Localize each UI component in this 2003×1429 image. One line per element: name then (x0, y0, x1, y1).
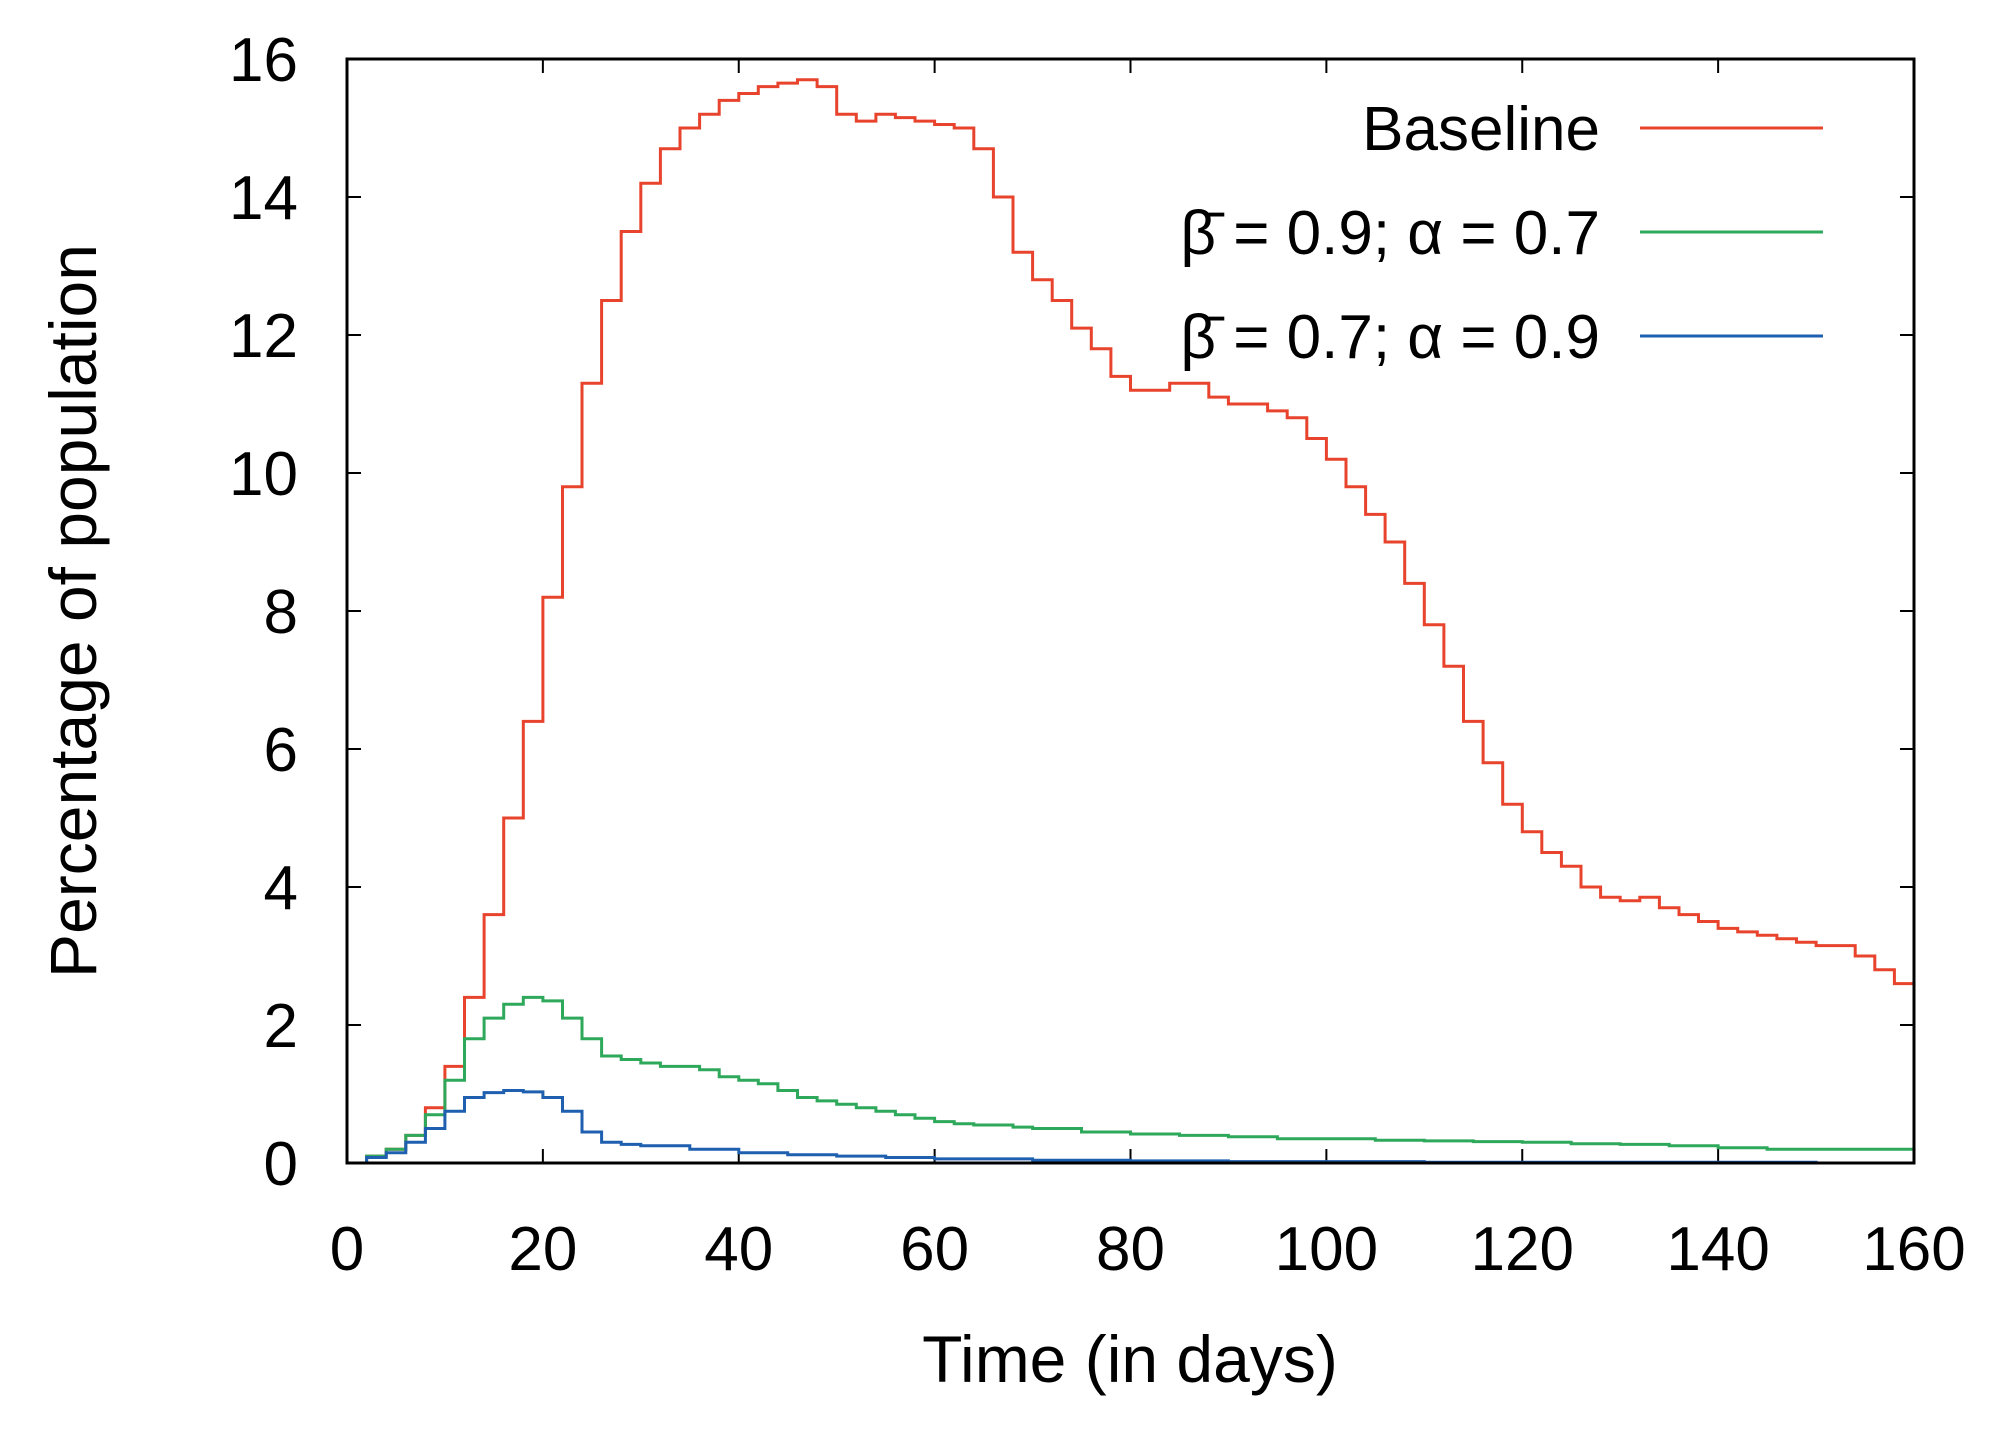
legend-label-0: Baseline (1362, 95, 1600, 164)
y-axis-title: Percentage of population (36, 244, 110, 978)
y-tick-label: 12 (229, 302, 298, 371)
y-tick-label: 4 (264, 854, 298, 923)
y-tick-label: 6 (264, 716, 298, 785)
x-tick-label: 20 (508, 1215, 577, 1284)
series-line-1 (347, 995, 1916, 1165)
x-tick-label: 60 (900, 1215, 969, 1284)
x-tick-label: 80 (1096, 1215, 1165, 1284)
y-tick-label: 8 (264, 578, 298, 647)
y-tick-label: 14 (229, 164, 298, 233)
x-axis-title: Time (in days) (922, 1322, 1338, 1396)
y-tick-label: 2 (264, 992, 298, 1061)
series-line-0 (347, 78, 1916, 1165)
x-tick-label: 160 (1862, 1215, 1965, 1284)
x-tick-labels: 0 20 40 60 80 100 120 140 160 (330, 1215, 1966, 1284)
legend-label-1: β̄ = 0.9; α = 0.7 (1180, 199, 1600, 268)
x-tick-label: 100 (1275, 1215, 1378, 1284)
x-tick-label: 120 (1471, 1215, 1574, 1284)
legend: Baseline β̄ = 0.9; α = 0.7 β̄ = 0.7; α = 0… (1180, 95, 1823, 372)
axis-ticks (346, 58, 1915, 1164)
legend-label-2: β̄ = 0.7; α = 0.9 (1180, 303, 1600, 372)
y-tick-label: 16 (229, 26, 298, 95)
series-lines (347, 78, 1916, 1165)
y-tick-labels: 0 2 4 6 8 10 12 14 16 (229, 26, 298, 1199)
y-tick-label: 10 (229, 440, 298, 509)
x-tick-label: 0 (330, 1215, 364, 1284)
plot-frame (345, 57, 1916, 1165)
x-tick-label: 140 (1666, 1215, 1769, 1284)
y-tick-label: 0 (264, 1130, 298, 1199)
series-line-2 (347, 1089, 1914, 1165)
x-tick-label: 40 (704, 1215, 773, 1284)
